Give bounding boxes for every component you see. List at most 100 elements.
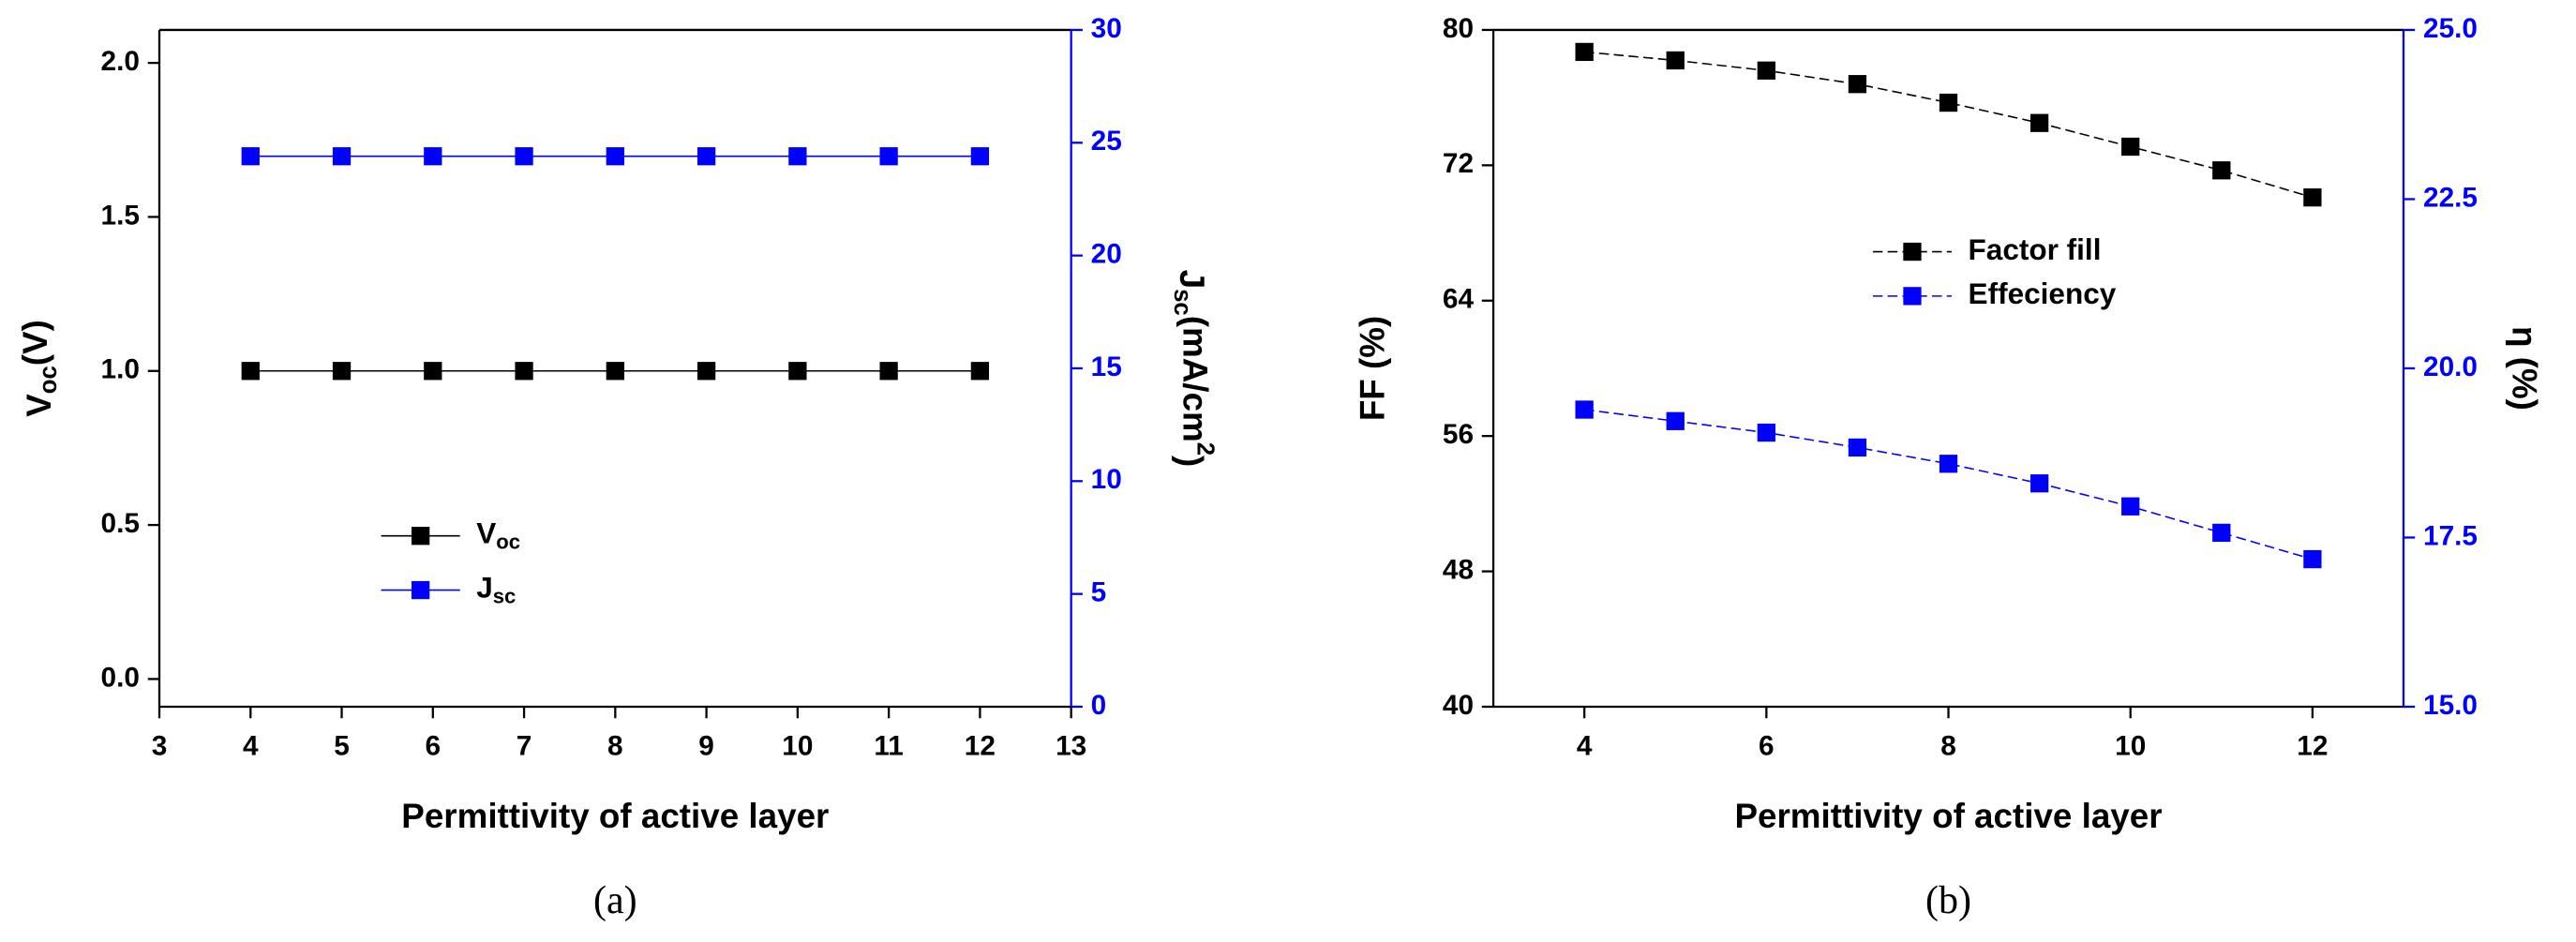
marker (2121, 137, 2140, 157)
y2-tick-label: 15.0 (2423, 690, 2478, 721)
x-tick-label: 13 (1056, 731, 1086, 762)
y-tick-label: 1.5 (101, 200, 140, 231)
marker (515, 362, 533, 381)
y-axis-label: Voc(V) (16, 320, 62, 417)
y2-tick-label: 25.0 (2423, 13, 2478, 44)
marker (2029, 113, 2049, 132)
x-tick-label: 8 (607, 731, 623, 762)
label-part: oc (36, 366, 62, 394)
y2-tick-label: 17.5 (2423, 520, 2478, 551)
y2-axis-label: Jsc(mA/cm2) (1169, 270, 1218, 468)
y2-tick-label: 30 (1091, 13, 1122, 44)
marker (1757, 423, 1775, 442)
label-part: J (1173, 270, 1211, 289)
marker (1575, 400, 1594, 419)
legend-marker (1903, 242, 1922, 262)
label-part: V (20, 394, 58, 417)
label-part: V (476, 516, 496, 550)
marker (970, 147, 990, 166)
marker (1939, 93, 1958, 112)
x-tick-label: 12 (965, 731, 996, 762)
x-tick-label: 6 (426, 731, 442, 762)
y2-tick-label: 22.5 (2423, 182, 2478, 213)
y-tick-label: 56 (1443, 419, 1474, 450)
x-tick-label: 10 (2115, 731, 2146, 762)
label-part: oc (496, 530, 520, 553)
marker (606, 147, 624, 166)
y2-tick-label: 0 (1091, 690, 1107, 721)
marker (2029, 474, 2049, 493)
marker (2212, 161, 2231, 180)
y-tick-label: 0.5 (101, 508, 140, 539)
x-tick-label: 7 (517, 731, 532, 762)
marker (424, 362, 442, 381)
legend-marker (412, 527, 430, 546)
legend-label: Voc (476, 516, 520, 553)
y2-tick-label: 20 (1091, 238, 1122, 269)
marker (970, 362, 990, 381)
marker (2212, 523, 2231, 543)
marker (332, 147, 352, 166)
y-tick-label: 48 (1443, 554, 1474, 585)
marker (241, 362, 260, 381)
marker (696, 362, 716, 381)
marker (879, 147, 898, 166)
marker (1848, 438, 1867, 457)
series-line (1584, 409, 2314, 561)
marker (788, 362, 807, 381)
marker (696, 147, 716, 166)
marker (1848, 75, 1867, 94)
y-tick-label: 0.0 (101, 662, 140, 693)
marker (1757, 61, 1775, 80)
label-part: sc (1169, 289, 1195, 316)
label-part: ) (1172, 456, 1210, 467)
legend-marker (412, 580, 430, 600)
marker (424, 147, 442, 166)
marker (1666, 411, 1685, 430)
x-tick-label: 5 (334, 731, 350, 762)
x-tick-label: 6 (1759, 731, 1775, 762)
marker (1939, 455, 1958, 473)
x-tick-label: 4 (1577, 731, 1593, 762)
x-axis-label: Permittivity of active layer (1734, 797, 2162, 835)
y2-tick-label: 25 (1091, 126, 1122, 157)
series-line (1584, 51, 2314, 199)
label-part: 2 (1191, 442, 1218, 456)
marker (2303, 549, 2322, 569)
x-tick-label: 4 (243, 731, 259, 762)
y2-tick-label: 15 (1091, 351, 1122, 382)
x-tick-label: 10 (782, 731, 813, 762)
marker (606, 362, 624, 381)
label-part: (V) (16, 320, 54, 366)
marker (1666, 51, 1685, 70)
x-axis-label: Permittivity of active layer (401, 797, 829, 835)
y2-tick-label: 5 (1091, 577, 1107, 608)
legend-label: Effeciency (1969, 277, 2117, 310)
y2-tick-label: 10 (1091, 464, 1122, 495)
legend-label: Jsc (476, 571, 516, 607)
y-tick-label: 2.0 (101, 46, 140, 77)
marker (241, 147, 260, 166)
x-tick-label: 3 (152, 731, 168, 762)
y-axis-label: FF (%) (1354, 316, 1392, 421)
y2-axis-label: η (%) (2505, 326, 2543, 411)
marker (879, 362, 898, 381)
legend-marker (1903, 287, 1922, 306)
marker (2121, 497, 2140, 516)
y-tick-label: 40 (1443, 690, 1474, 721)
label-part: (mA/cm (1176, 316, 1215, 442)
marker (2303, 188, 2322, 207)
caption: (b) (1925, 879, 1971, 922)
y-tick-label: 1.0 (101, 354, 140, 385)
y2-tick-label: 20.0 (2423, 351, 2478, 382)
label-part: J (476, 571, 493, 605)
x-tick-label: 8 (1940, 731, 1956, 762)
caption: (a) (593, 879, 637, 922)
marker (788, 147, 807, 166)
marker (515, 147, 533, 166)
legend-label: Factor fill (1969, 232, 2102, 266)
x-tick-label: 9 (698, 731, 714, 762)
x-tick-label: 11 (874, 731, 903, 762)
marker (1575, 42, 1594, 62)
